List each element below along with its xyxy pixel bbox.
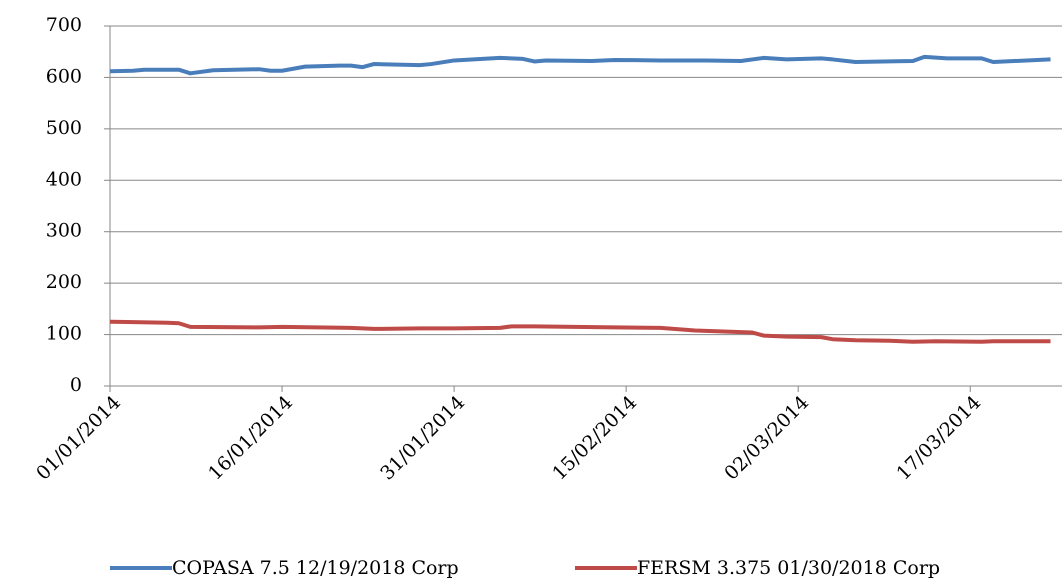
x-tick-label: 15/02/2014 bbox=[548, 392, 641, 485]
y-tick-label: 100 bbox=[46, 323, 82, 345]
y-tick-label: 600 bbox=[46, 65, 82, 87]
y-tick-label: 400 bbox=[46, 168, 82, 190]
x-tick-label: 17/03/2014 bbox=[892, 392, 985, 485]
x-tick-label: 01/01/2014 bbox=[32, 392, 125, 485]
y-tick-label: 700 bbox=[46, 14, 82, 36]
y-tick-label: 500 bbox=[46, 117, 82, 139]
line-series bbox=[109, 319, 1051, 344]
x-tick-label: 16/01/2014 bbox=[204, 392, 297, 485]
x-tick-label: 02/03/2014 bbox=[720, 392, 813, 485]
legend-label: FERSM 3.375 01/30/2018 Corp bbox=[637, 557, 940, 579]
y-tick-label: 300 bbox=[46, 220, 82, 242]
y-tick-label: 0 bbox=[70, 374, 82, 396]
legend-label: COPASA 7.5 12/19/2018 Corp bbox=[172, 557, 459, 579]
y-tick-label: 200 bbox=[46, 271, 82, 293]
x-tick-label: 31/01/2014 bbox=[376, 392, 469, 485]
line-series bbox=[109, 54, 1051, 76]
